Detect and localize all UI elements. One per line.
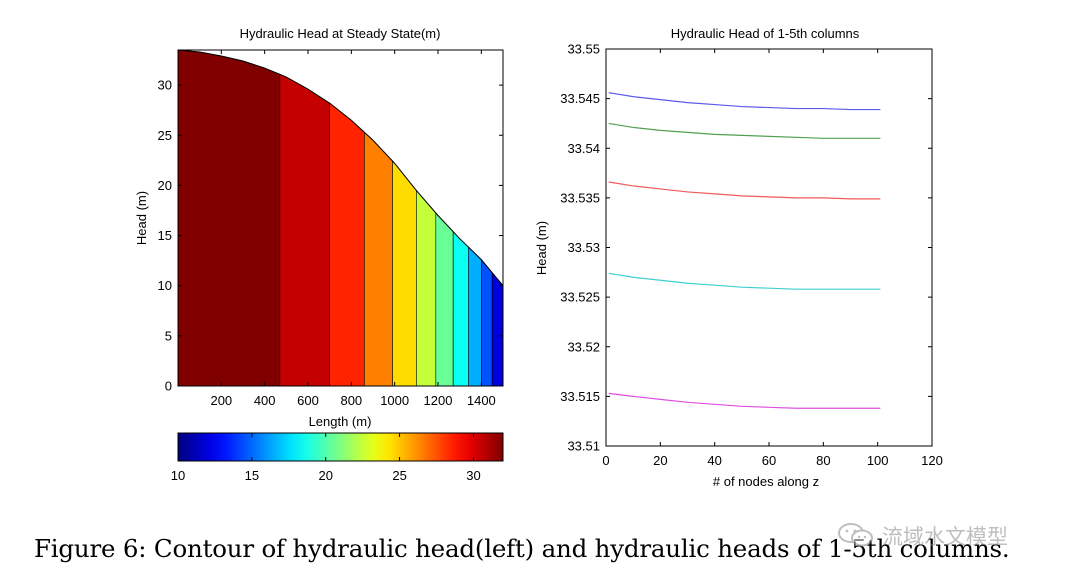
watermark-text: 流域水文模型 bbox=[882, 525, 1008, 549]
left-x-tick-label: 1000 bbox=[380, 393, 409, 408]
contour-band bbox=[329, 102, 365, 386]
right-x-label: # of nodes along z bbox=[713, 474, 819, 489]
left-x-tick-label: 400 bbox=[254, 393, 276, 408]
series-line-1 bbox=[608, 92, 881, 111]
contour-band bbox=[435, 212, 454, 386]
right-y-axis: 33.51 33.515 33.52 33.525 33.53 33.535 33.54 33… bbox=[560, 42, 932, 454]
left-x-label: Length (m) bbox=[309, 414, 372, 429]
left-y-tick-label: 25 bbox=[158, 128, 172, 143]
left-y-tick-label: 15 bbox=[158, 228, 172, 243]
colorbar: 10 15 20 25 30 bbox=[171, 432, 504, 483]
right-y-tick-label: 33.535 bbox=[560, 190, 600, 205]
left-y-tick-label: 5 bbox=[165, 328, 172, 343]
colorbar-tick-label: 10 bbox=[171, 468, 185, 483]
right-y-tick-label: 33.525 bbox=[560, 290, 600, 305]
colorbar-tick-label: 25 bbox=[392, 468, 406, 483]
right-x-axis: 0 20 40 60 80 100 120 bbox=[602, 49, 943, 468]
right-y-tick-label: 33.545 bbox=[560, 91, 600, 106]
left-x-tick-label: 800 bbox=[340, 393, 362, 408]
contour-bands bbox=[178, 50, 503, 386]
left-y-axis: 0 5 10 15 20 25 30 bbox=[158, 78, 503, 394]
series-line-4 bbox=[608, 272, 881, 290]
left-y-tick-label: 0 bbox=[165, 379, 172, 394]
right-y-label: Head (m) bbox=[534, 221, 549, 275]
left-x-tick-label: 200 bbox=[210, 393, 232, 408]
contour-chart: Hydraulic Head at Steady State(m) 200 400… bbox=[134, 26, 504, 483]
right-x-tick-label: 80 bbox=[816, 453, 830, 468]
right-x-tick-label: 100 bbox=[867, 453, 889, 468]
wechat-icon bbox=[838, 523, 873, 547]
series-line-2 bbox=[608, 122, 881, 139]
line-chart: Hydraulic Head of 1-5th columns 0 20 40 60 8… bbox=[534, 26, 943, 489]
left-plot-frame bbox=[177, 49, 504, 387]
left-y-tick-label: 10 bbox=[158, 278, 172, 293]
watermark: 流域水文模型 bbox=[836, 520, 1051, 549]
colorbar-tick-label: 20 bbox=[318, 468, 332, 483]
colorbar-ticks: 10 15 20 25 30 bbox=[171, 433, 481, 483]
left-y-tick-label: 20 bbox=[158, 178, 172, 193]
contour-band bbox=[468, 246, 482, 386]
colorbar-gradient bbox=[177, 432, 504, 462]
right-y-tick-label: 33.55 bbox=[567, 42, 600, 57]
free-surface-line bbox=[178, 50, 503, 287]
left-x-tick-label: 1200 bbox=[424, 393, 453, 408]
left-x-tick-label: 600 bbox=[297, 393, 319, 408]
contour-band bbox=[279, 73, 330, 386]
left-x-axis: 200 400 600 800 1000 1200 1400 bbox=[210, 50, 496, 408]
right-y-tick-label: 33.515 bbox=[560, 389, 600, 404]
right-x-tick-label: 40 bbox=[707, 453, 721, 468]
left-y-label: Head (m) bbox=[134, 191, 149, 245]
contour-band bbox=[416, 189, 437, 386]
contour-band bbox=[364, 131, 393, 386]
contour-band bbox=[481, 258, 493, 386]
right-chart-title: Hydraulic Head of 1-5th columns bbox=[671, 26, 860, 41]
right-x-tick-label: 120 bbox=[921, 453, 943, 468]
right-x-tick-label: 60 bbox=[762, 453, 776, 468]
right-y-tick-label: 33.54 bbox=[567, 141, 600, 156]
right-x-tick-label: 0 bbox=[602, 453, 609, 468]
figure-caption: Figure 6: Contour of hydraulic head(left… bbox=[34, 534, 1010, 563]
colorbar-tick-label: 30 bbox=[466, 468, 480, 483]
left-y-tick-label: 30 bbox=[158, 78, 172, 93]
series-lines bbox=[608, 92, 881, 409]
contour-band bbox=[452, 230, 469, 386]
left-chart-title: Hydraulic Head at Steady State(m) bbox=[240, 26, 441, 41]
series-line-3 bbox=[608, 181, 881, 200]
contour-band bbox=[392, 160, 417, 386]
right-plot-frame bbox=[605, 48, 933, 447]
right-y-tick-label: 33.53 bbox=[567, 240, 600, 255]
right-y-tick-label: 33.52 bbox=[567, 339, 600, 354]
right-x-tick-label: 20 bbox=[653, 453, 667, 468]
colorbar-tick-label: 15 bbox=[245, 468, 259, 483]
left-x-tick-label: 1400 bbox=[467, 393, 496, 408]
right-y-tick-label: 33.51 bbox=[567, 439, 600, 454]
contour-band bbox=[491, 271, 503, 386]
contour-band bbox=[178, 50, 281, 386]
series-line-5 bbox=[608, 392, 881, 409]
